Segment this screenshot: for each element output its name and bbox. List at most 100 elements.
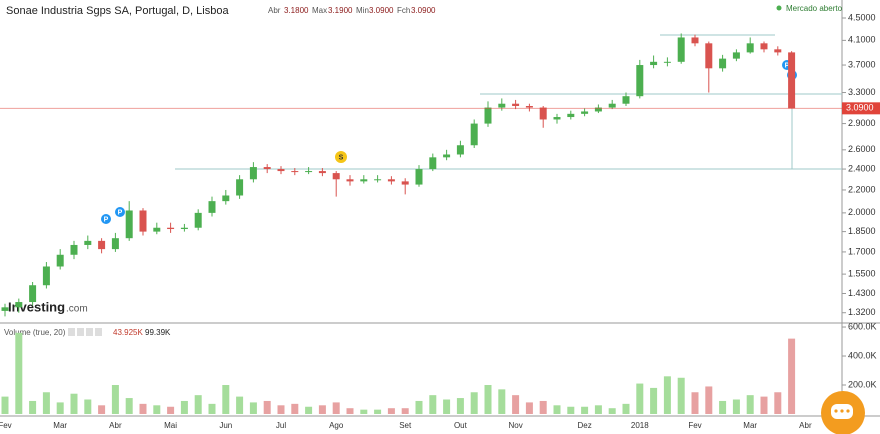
candle-body [553,117,561,120]
volume-bar [346,408,354,414]
chart-title: Sonae Industria Sgps SA, Portugal, D, Li… [6,5,229,17]
legend-icon [95,328,102,336]
volume-bar [705,386,713,414]
candle-body [125,210,133,239]
candle-body [443,154,451,158]
low-label: Min [356,6,369,15]
candle-body [719,58,727,69]
legend-icon [77,328,84,336]
volume-bar [194,395,202,414]
volume-bar [56,402,64,414]
x-tick-label: Out [454,421,468,430]
volume-bar [263,400,271,414]
volume-bar [553,405,561,414]
candle-body [291,171,299,173]
candle-body [788,52,796,109]
candle-body [111,238,119,250]
volume-bar [636,383,644,414]
marker: P [101,214,111,224]
high-label: Max [312,6,327,15]
x-tick-label: Set [399,421,412,430]
y-tick-label: 600.0K [848,321,877,331]
candle-body [1,307,9,311]
marker-label: P [785,62,790,69]
volume-bar [788,338,796,414]
candle-body [208,201,216,213]
candle-body [539,107,547,120]
volume-bar [29,400,37,414]
volume-bar [746,395,754,414]
volume-bar [180,400,188,414]
candle-body [581,111,589,114]
candle-body [42,266,50,286]
y-tick-label: 400.0K [848,350,877,360]
low-value: 3.0900 [369,6,394,15]
candle-body [484,107,492,124]
volume-bar [15,332,23,414]
x-tick-label: Dez [577,421,591,430]
candle-body [153,227,161,232]
candle-body [622,96,630,104]
candle-body [691,37,699,44]
x-tick-label: Mar [53,421,67,430]
candle-body [374,179,382,181]
y-tick-label: 2.6000 [848,144,876,154]
candle-body [305,171,313,173]
candle-body [236,179,244,196]
high-value: 3.1900 [328,6,353,15]
volume-bar [774,392,782,414]
volume-bar [318,405,326,414]
y-tick-label: 4.1000 [848,35,876,45]
marker-label: P [104,216,109,223]
y-tick-label: 2.0000 [848,207,876,217]
candle-body [650,61,658,66]
candle-body [222,195,230,202]
volume-value: 43.925K [113,328,143,337]
candle-body [70,244,78,255]
volume-bar [42,392,50,414]
volume-bar [332,402,340,414]
candle-body [512,103,520,107]
volume-bar [456,398,464,414]
candle-body [84,240,92,245]
x-tick-label: Mar [743,421,757,430]
logo-suffix: .com [66,304,88,315]
volume-bar [691,392,699,414]
volume-bar [153,405,161,414]
chat-button[interactable] [821,391,865,434]
legend-icon [68,328,75,336]
candle-body [263,167,271,170]
marker-label: S [339,154,344,161]
candle-body [249,167,257,180]
marker: P [115,207,125,217]
market-status: Mercado aberto [786,4,843,13]
volume-bar [236,396,244,414]
candle-body [332,173,340,180]
candle-body [663,61,671,63]
volume-bar [719,400,727,414]
volume-bar [139,403,147,414]
y-tick-label: 1.8500 [848,226,876,236]
candle-body [608,103,616,108]
candle-body [277,169,285,172]
volume-bar [622,403,630,414]
volume-bar [567,406,575,414]
volume-bar [608,408,616,414]
close-label: Fch [397,6,410,15]
candle-body [98,240,106,250]
candle-body [194,212,202,228]
candle-body [167,227,175,230]
marker-label: P [118,209,123,216]
x-tick-label: Jul [276,421,286,430]
candle-body [498,103,506,108]
candle-body [470,123,478,146]
close-value: 3.0900 [411,6,436,15]
volume-bar [539,400,547,414]
y-tick-label: 2.4000 [848,163,876,173]
marker: S [335,151,347,163]
x-tick-label: Ago [329,421,344,430]
volume-bar [387,408,395,414]
x-tick-label: 2018 [631,421,649,430]
